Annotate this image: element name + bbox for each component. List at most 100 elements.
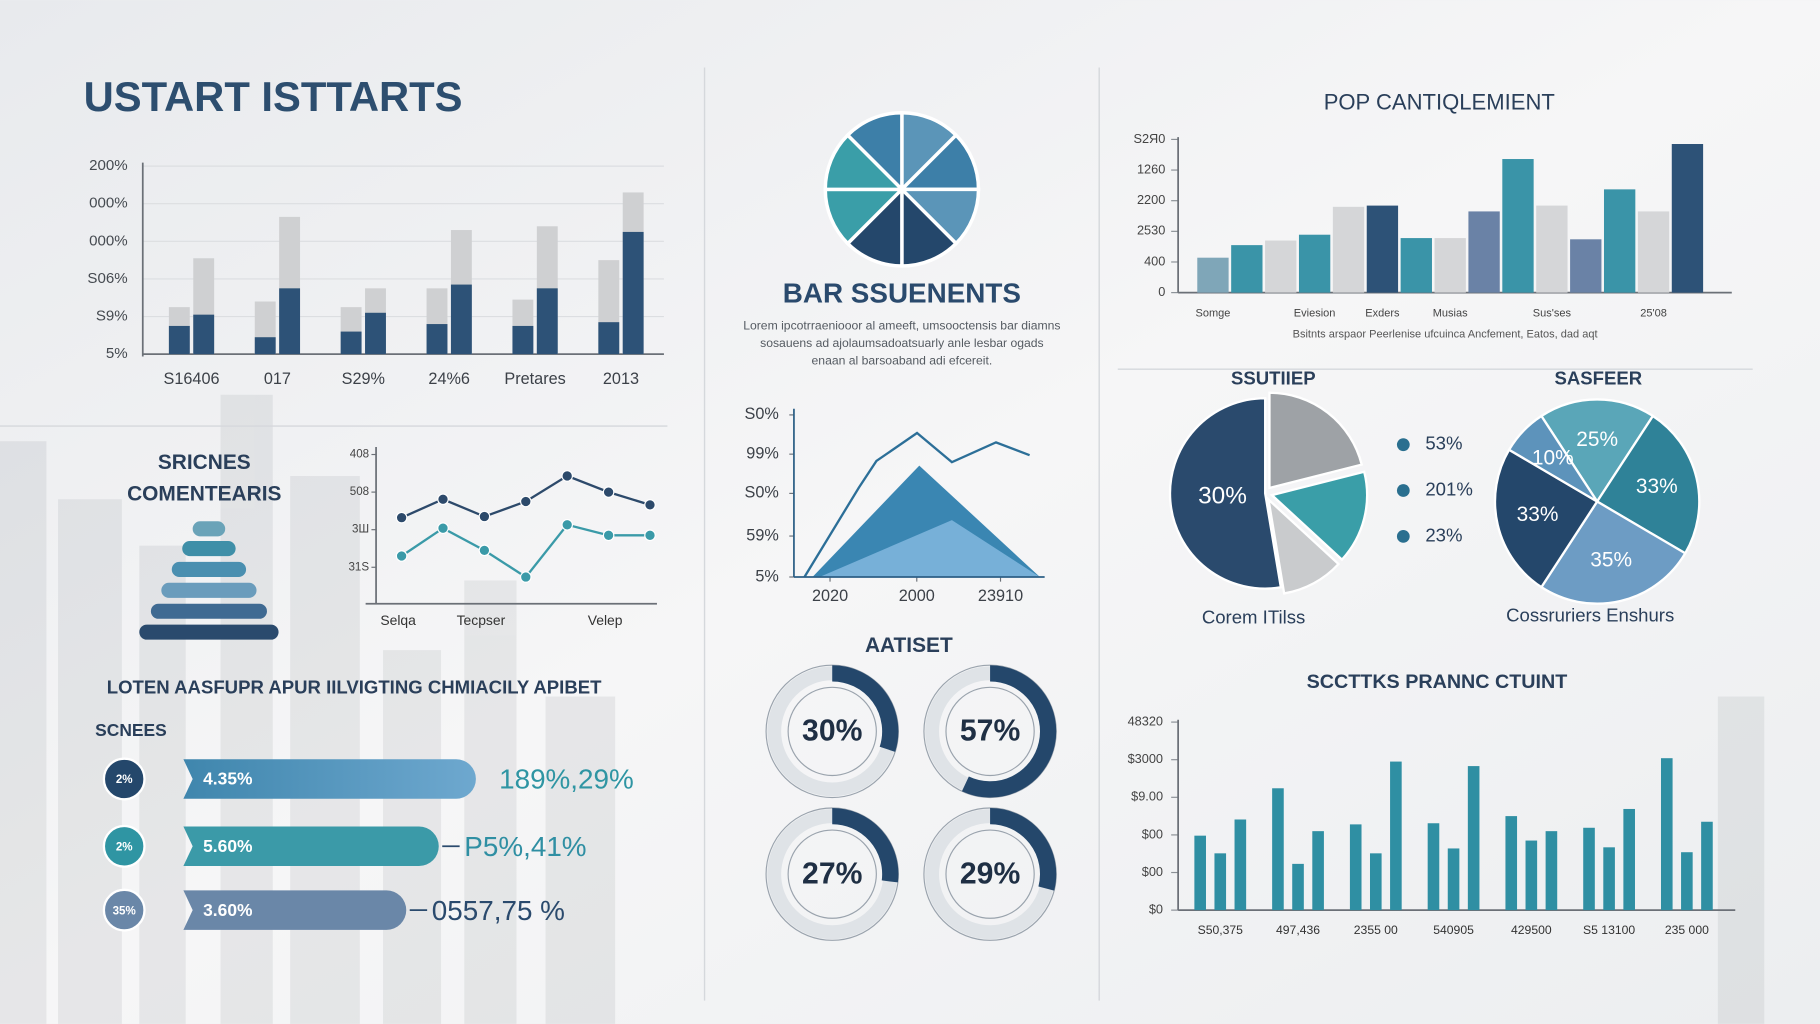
bar — [254, 337, 276, 355]
y-tick-label: S0% — [745, 484, 779, 502]
bar — [1390, 761, 1402, 911]
row-value: 189%,29% — [499, 764, 634, 795]
y-tick-label: 48320 — [1128, 713, 1163, 728]
x-tick-label: 017 — [264, 370, 291, 388]
x-tick-label: Eviesion — [1294, 307, 1336, 319]
y-tick-label: 2530 — [1137, 223, 1165, 238]
bar — [1681, 852, 1693, 911]
x-tick-label: 497,436 — [1276, 923, 1320, 937]
bar — [1623, 808, 1635, 911]
donut-inner — [945, 829, 1035, 919]
pyramid-icon — [139, 521, 279, 640]
bar — [1603, 189, 1636, 293]
section-text: Lorem ipcotrraeniooor al ameeft, umsooct… — [743, 319, 1060, 333]
x-tick-label: Exders — [1365, 307, 1400, 319]
bar — [1467, 766, 1480, 911]
line-point — [561, 470, 574, 482]
y-tick-label: 5% — [755, 567, 779, 585]
x-tick-label: 25'08 — [1640, 307, 1667, 319]
bar — [1447, 848, 1460, 911]
x-tick-label: 540905 — [1433, 923, 1474, 937]
y-tick-label: 200% — [89, 157, 128, 174]
bar — [1583, 827, 1595, 911]
x-tick-label: S29% — [342, 370, 385, 388]
badge-label: 2% — [116, 841, 133, 854]
donut-label: 57% — [960, 715, 1021, 748]
y-tick-label: S2Я0 — [1133, 131, 1165, 146]
x-tick-label: 2013 — [603, 370, 639, 388]
row-bar — [183, 759, 476, 799]
y-tick-label: 31S — [348, 560, 369, 573]
bar — [1194, 835, 1206, 911]
x-tick-label: Pretares — [504, 370, 565, 388]
row-bar — [183, 890, 407, 930]
donut-label: 29% — [960, 857, 1021, 890]
y-tick-label: 99% — [746, 444, 779, 462]
donut-arc — [831, 807, 899, 883]
legend-dot — [1396, 484, 1410, 497]
row-badge — [102, 888, 146, 932]
bar — [450, 284, 472, 355]
bar — [340, 331, 362, 355]
line-point — [520, 495, 532, 508]
y-tick-label: 59% — [746, 526, 779, 544]
bar — [1637, 211, 1670, 293]
bar — [1292, 863, 1304, 911]
legend-dot — [1396, 529, 1410, 543]
bar — [536, 288, 558, 355]
donut-label: 30% — [802, 715, 863, 748]
y-tick-label: 1260 — [1137, 161, 1165, 176]
chart-caption: Corem ITilss — [1202, 607, 1305, 628]
y-tick-label: S06% — [87, 270, 127, 287]
slice-label: 30% — [1198, 482, 1247, 509]
bar — [279, 288, 301, 355]
bar — [168, 325, 190, 355]
bar — [1660, 758, 1673, 911]
y-tick-label: 408 — [350, 448, 369, 461]
line-point — [395, 550, 408, 562]
x-tick-label: 2355 00 — [1354, 923, 1398, 937]
badge-label: 35% — [113, 904, 136, 917]
pie-slice — [1269, 470, 1369, 562]
bar — [365, 312, 386, 355]
section-text: enaan al barsoaband adi efcereit. — [812, 353, 993, 367]
slice-label: 33% — [1636, 475, 1678, 498]
donut-arc — [961, 665, 1057, 798]
x-tick-label: S50,375 — [1198, 923, 1244, 937]
pie-slice — [1595, 414, 1701, 555]
chart-title-box: SRICNES COMENTEARIS — [127, 450, 281, 505]
y-tick-label: $0 — [1149, 902, 1163, 917]
x-tick-label: Somge — [1195, 307, 1230, 319]
line-point — [437, 493, 449, 506]
bar — [1525, 840, 1538, 911]
bar — [1536, 205, 1568, 293]
donut-inner — [787, 686, 877, 777]
bar — [426, 324, 448, 355]
section-title: LOTEN AASFUPR APUR IILVIGTING CHMIACILY … — [107, 676, 602, 697]
line-point — [561, 518, 574, 531]
slice-label: 33% — [1517, 503, 1559, 526]
row-value: 0557,75 % — [432, 895, 565, 926]
bar — [512, 325, 534, 355]
line-point — [478, 544, 491, 557]
bar — [1468, 211, 1500, 293]
y-tick-label: 2200 — [1137, 192, 1165, 207]
line-point — [437, 522, 449, 534]
x-tick-label: Musias — [1433, 307, 1468, 319]
line-series — [803, 431, 1031, 578]
slice-label: 35% — [1590, 549, 1632, 572]
y-tick-label: 400 — [1144, 253, 1165, 268]
section-text: sosauens ad ajolaumsadoatsuarly anle les… — [760, 336, 1044, 350]
x-tick-label: Tecpser — [457, 612, 506, 628]
slice-label: 25% — [1576, 428, 1618, 451]
chart-title: POP CANTIQLEMIENT — [1324, 89, 1555, 114]
x-tick-label: Sus'ses — [1533, 307, 1572, 319]
x-tick-label: 429500 — [1511, 923, 1552, 937]
chart-title: SASFEER — [1554, 368, 1642, 389]
x-tick-label: 2020 — [812, 587, 848, 605]
row-badge — [102, 757, 146, 801]
donut-inner — [945, 686, 1035, 777]
bar — [1265, 240, 1297, 293]
row-badge — [102, 824, 146, 868]
